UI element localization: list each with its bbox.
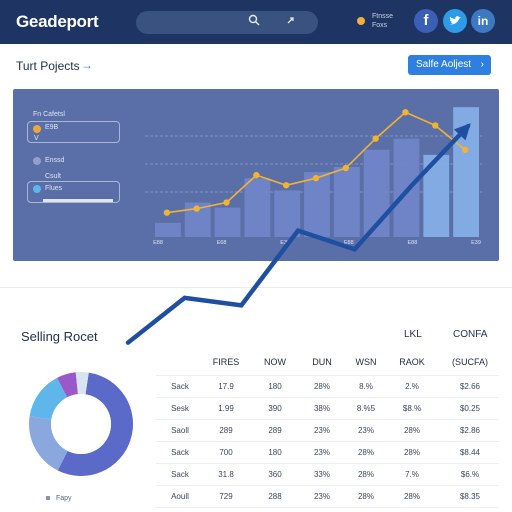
legend-item-2: V — [34, 135, 39, 142]
legend-box-1[interactable] — [27, 121, 120, 143]
table-cell: 23% — [357, 426, 374, 435]
chevron-right-icon: › — [480, 59, 484, 70]
table-cell: Saoll — [171, 426, 189, 435]
table-header-row: FIRES NOW DUN WSN RAOK (SUCFA) — [156, 346, 499, 376]
table-header-cell[interactable]: FIRES — [212, 357, 240, 367]
table-cell: 17.9 — [218, 382, 234, 391]
donut-caption: VAHES — [71, 429, 91, 435]
table-cell: $8.44 — [459, 448, 481, 457]
orange-dot-icon — [33, 125, 41, 133]
notification-line-2: Foxs — [372, 22, 388, 29]
gray-dot-icon — [33, 157, 41, 165]
add-project-button[interactable]: Salfe Aoljest › — [408, 55, 491, 75]
table-header-cell[interactable]: DUN — [312, 357, 332, 367]
legend-box-2[interactable] — [27, 181, 120, 203]
table-row[interactable]: Sesk 1.99 390 38% 8.%5 $8.% $0.25 — [156, 398, 499, 420]
table-cell: $0.25 — [459, 404, 481, 413]
table-cell: $6.% — [460, 470, 480, 479]
table-cell: 180 — [268, 448, 282, 457]
legend-item-5: Flues — [45, 185, 63, 192]
table-cell: 28% — [357, 492, 374, 501]
table-cell: $2.86 — [459, 426, 481, 435]
table-cell: Sack — [171, 448, 189, 457]
legend-item-1: E9B — [45, 124, 59, 131]
legend-item-3: Enssd — [45, 157, 65, 164]
table-cell: 1.99 — [218, 404, 234, 413]
section-divider — [0, 287, 512, 288]
analytics-panel: Fn Cafetsl E9B V Enssd Csult Flues — [13, 89, 499, 261]
table-cell: Aoull — [171, 492, 189, 501]
table-cell: 700 — [219, 448, 233, 457]
table-cell: 360 — [268, 470, 282, 479]
linkedin-icon[interactable]: in — [471, 9, 495, 33]
table-row[interactable]: Saoll 289 289 23% 23% 28% $2.86 — [156, 420, 499, 442]
extra-column-1: LKL — [404, 329, 422, 340]
table-header-cell[interactable]: NOW — [264, 357, 286, 367]
table-cell: 31.8 — [218, 470, 234, 479]
table-cell: Sack — [171, 382, 189, 391]
table-cell: 8.% — [359, 382, 373, 391]
table-cell: 288 — [268, 492, 282, 501]
table-cell: Sesk — [171, 404, 189, 413]
share-icon[interactable] — [286, 14, 298, 29]
twitter-icon[interactable] — [443, 9, 467, 33]
table-cell: 23% — [313, 448, 330, 457]
brand-title: Geadeport — [16, 12, 99, 31]
table-cell: 289 — [268, 426, 282, 435]
table-row[interactable]: Sack 31.8 360 33% 28% 7.% $6.% — [156, 464, 499, 486]
table-header-cell[interactable]: WSN — [355, 357, 377, 367]
table-cell: 33% — [313, 470, 330, 479]
notification-dot-icon[interactable] — [357, 17, 365, 25]
table-cell: 7.% — [405, 470, 419, 479]
add-project-button-label: Salfe Aoljest — [416, 59, 472, 70]
facebook-icon[interactable]: f — [414, 9, 438, 33]
notification-text: Ftnsse Foxs — [372, 12, 393, 30]
table-cell: 8.%5 — [356, 404, 376, 413]
table-cell: 23% — [313, 492, 330, 501]
table-cell: 180 — [268, 382, 282, 391]
notification-line-1: Ftnsse — [372, 13, 394, 20]
table-row[interactable]: Aoull 729 288 23% 28% 28% $8.35 — [156, 486, 499, 508]
table-cell: $8.35 — [459, 492, 481, 501]
table-cell: 28% — [313, 382, 330, 391]
table-row[interactable]: Sack 700 180 23% 28% 28% $8.44 — [156, 442, 499, 464]
donut-slice — [75, 372, 89, 395]
table-cell: 729 — [219, 492, 233, 501]
table-cell: 23% — [313, 426, 330, 435]
table-cell: 38% — [313, 404, 330, 413]
table-cell: 289 — [219, 426, 233, 435]
donut-percent: 55% — [67, 414, 95, 429]
legend-slider[interactable] — [43, 199, 113, 202]
legend-item-4: Csult — [45, 173, 61, 180]
table-cell: 390 — [268, 404, 282, 413]
table-cell: 28% — [403, 448, 420, 457]
extra-column-2: CONFA — [453, 329, 488, 340]
table-cell: $8.% — [402, 404, 422, 413]
donut-slice — [57, 372, 78, 398]
table-cell: 28% — [403, 492, 420, 501]
donut-legend-label: Fapy — [56, 495, 72, 502]
top-bar: Geadeport Ftnsse Foxs f in — [0, 0, 512, 44]
table-cell: 28% — [403, 426, 420, 435]
table-cell: 28% — [357, 448, 374, 457]
table-row[interactable]: Sack 17.9 180 28% 8.% 2.% $2.66 — [156, 376, 499, 398]
table-cell: $2.66 — [459, 382, 481, 391]
legend-title: Fn Cafetsl — [33, 111, 65, 118]
table-cell: 28% — [357, 470, 374, 479]
projects-arrow-icon[interactable]: → — [81, 58, 93, 72]
blue-dot-icon — [33, 185, 41, 193]
donut-legend: Fapy — [46, 495, 72, 502]
table-cell: Sack — [171, 470, 189, 479]
selling-report-title: Selling Rocet — [21, 329, 98, 344]
search-icon[interactable] — [248, 14, 260, 29]
donut-center: 55% VAHES — [56, 414, 106, 435]
table-header-cell[interactable]: (SUCFA) — [452, 357, 488, 367]
search-bar[interactable] — [136, 11, 318, 34]
table-cell: 2.% — [405, 382, 419, 391]
projects-title: Turt Pojects — [16, 59, 80, 73]
legend-swatch-icon — [46, 496, 50, 500]
table-header-cell[interactable]: RAOK — [399, 357, 425, 367]
